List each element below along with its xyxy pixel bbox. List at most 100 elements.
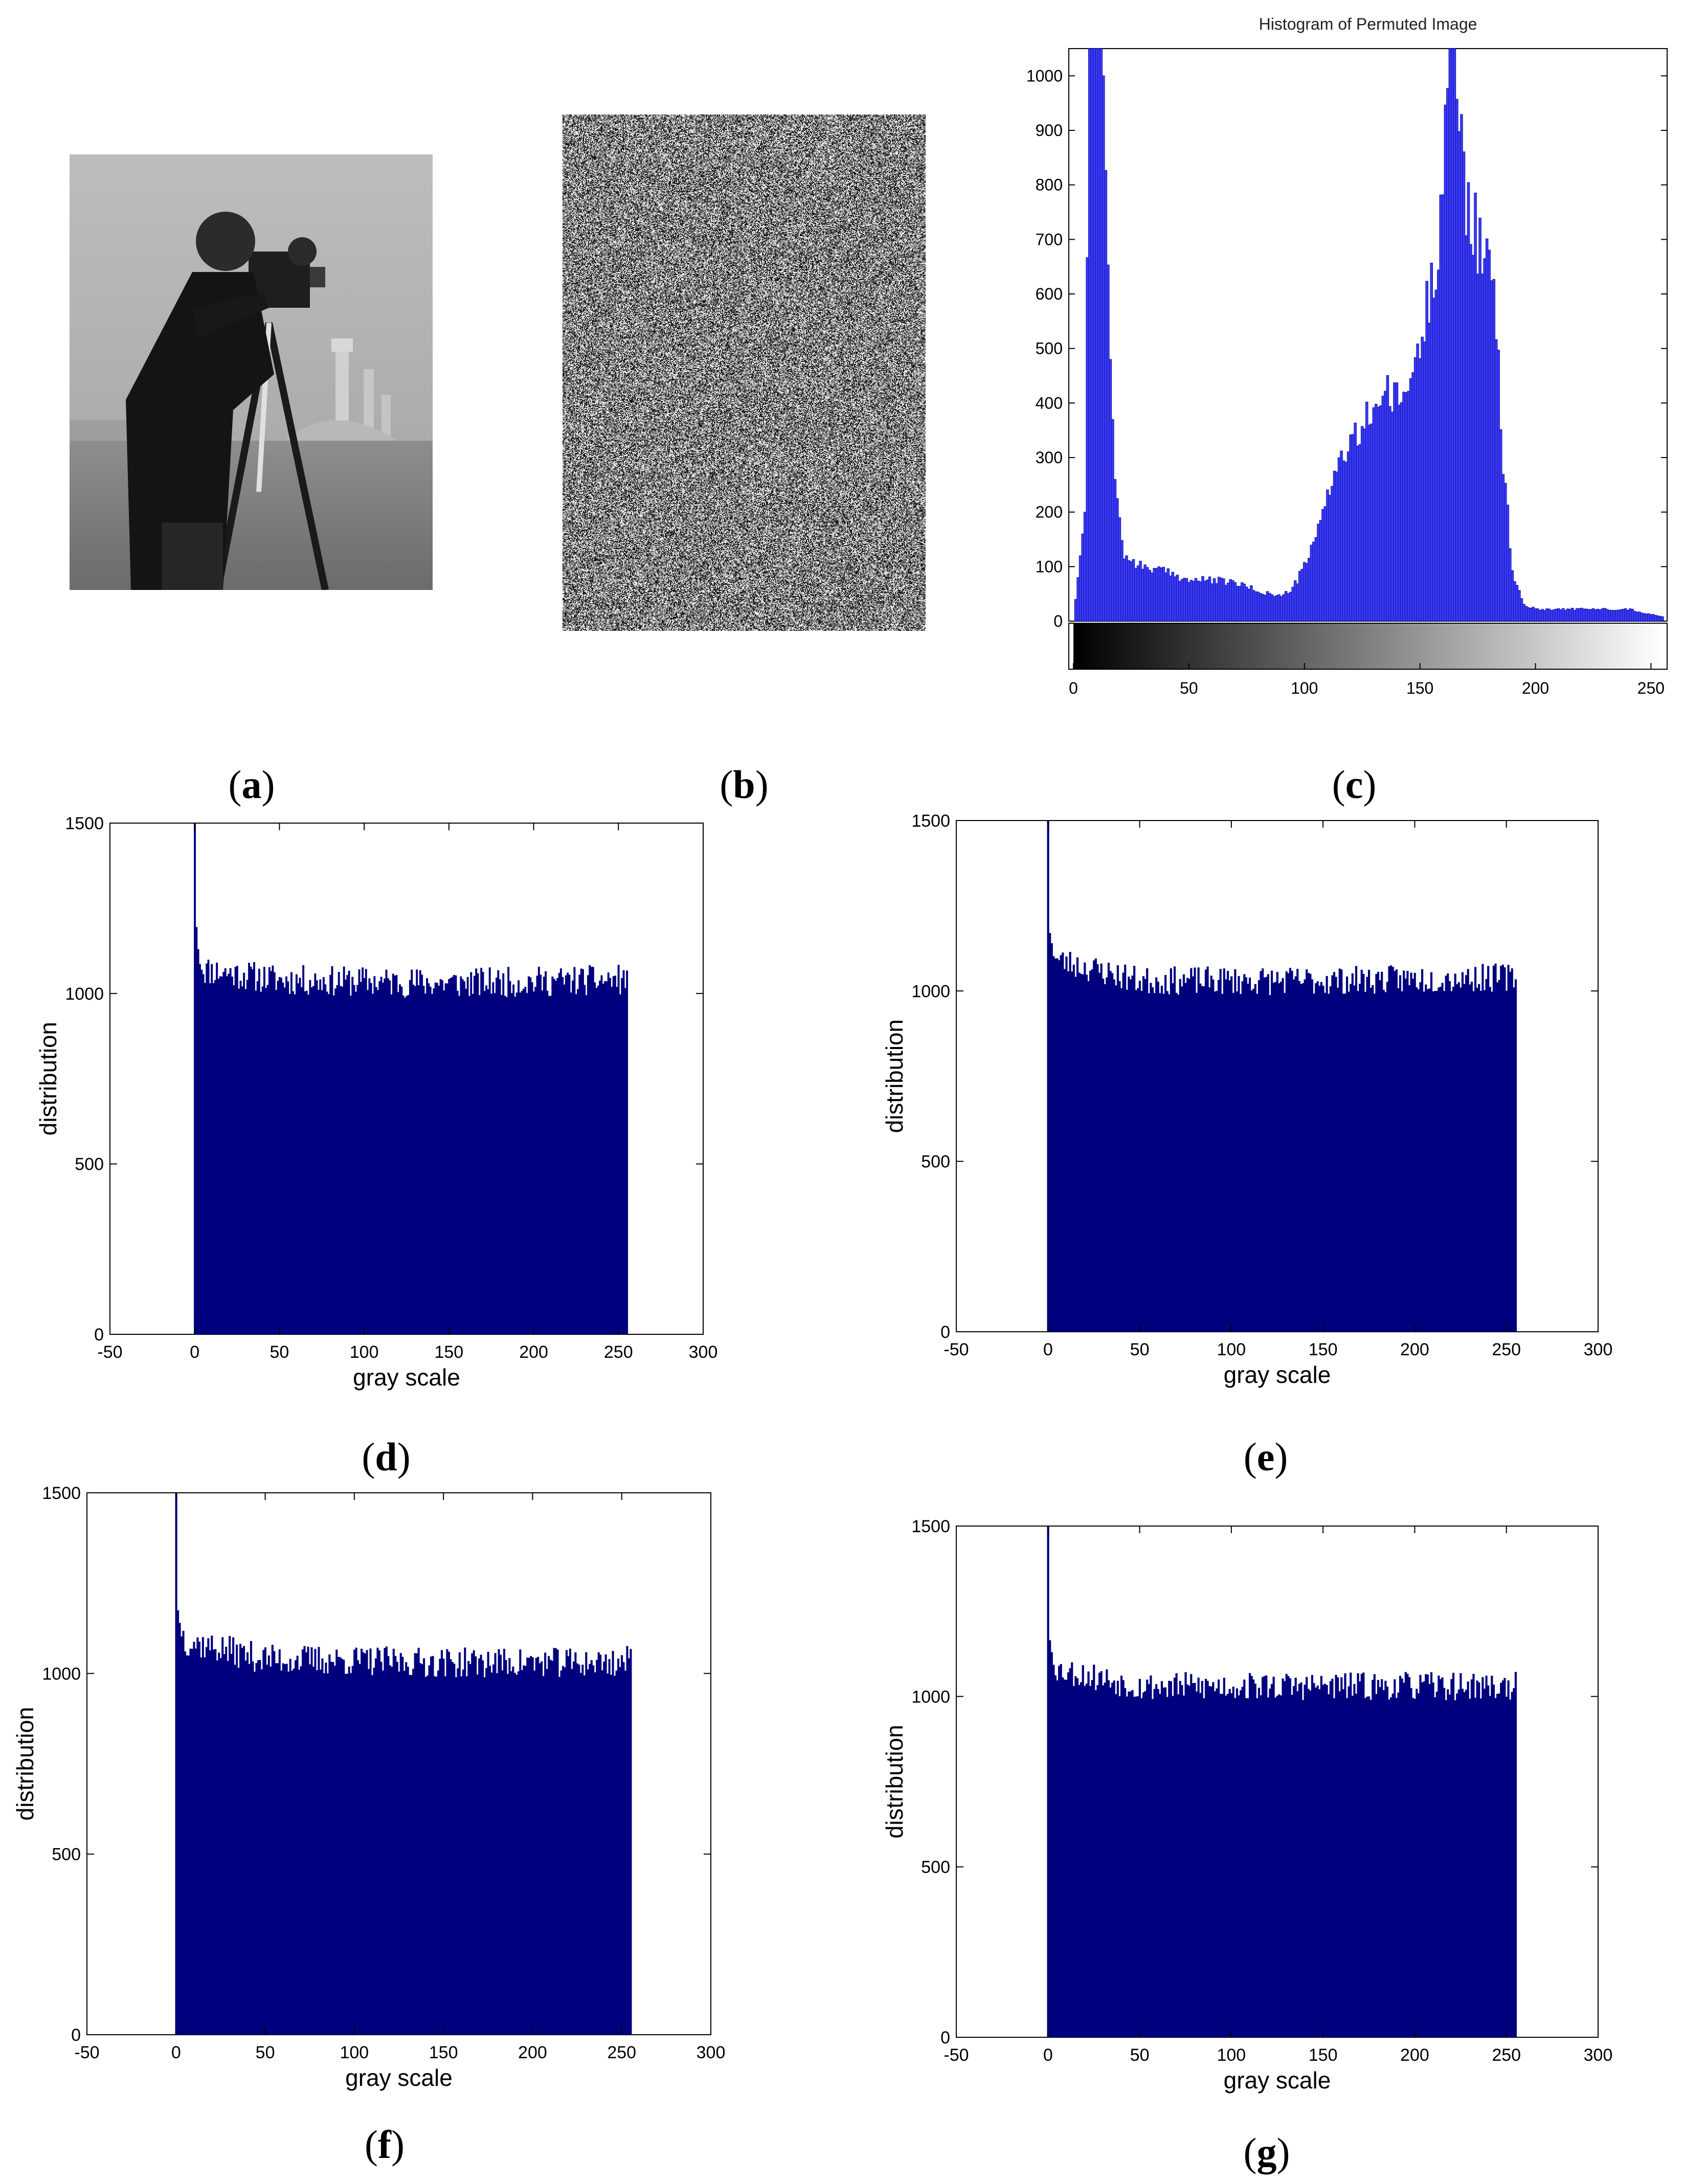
bar-158 — [1337, 987, 1339, 1332]
bar-158 — [457, 1668, 459, 2035]
bar-194 — [1403, 1682, 1405, 2037]
bar-165 — [1453, 48, 1456, 622]
bar-150 — [442, 1658, 445, 2035]
bar-22 — [214, 1649, 217, 2035]
bar-51 — [1189, 580, 1193, 622]
bar-106 — [1317, 524, 1320, 622]
bar-133 — [419, 970, 421, 1334]
caption-g: (g) — [1243, 2130, 1290, 2174]
bar-196 — [1524, 606, 1528, 622]
bar-66 — [305, 990, 308, 1334]
bar-7 — [1088, 48, 1091, 622]
xtick-label-1: 0 — [171, 2043, 181, 2062]
ytick-label-3: 1500 — [65, 814, 104, 833]
bar-2 — [1076, 577, 1080, 622]
bar-157 — [455, 1677, 457, 2035]
bar-67 — [1226, 582, 1230, 622]
bar-228 — [1465, 975, 1468, 1332]
bar-247 — [612, 976, 615, 1334]
bar-248 — [1501, 1680, 1504, 2037]
bar-81 — [319, 1669, 322, 2035]
xtick-label-5: 200 — [1400, 1340, 1429, 1359]
bar-151 — [1421, 336, 1424, 622]
bar-203 — [1419, 982, 1422, 1332]
ytick-label-6: 600 — [1036, 285, 1063, 303]
bar-122 — [400, 986, 403, 1334]
bar-238 — [1622, 609, 1625, 622]
bar-144 — [438, 986, 440, 1334]
bar-203 — [537, 966, 540, 1334]
bar-8 — [189, 1648, 192, 2035]
caption-f: (f) — [365, 2122, 405, 2167]
bar-24 — [218, 1652, 220, 2035]
bar-239 — [1485, 1675, 1488, 2037]
bar-224 — [1589, 609, 1592, 622]
bar-19 — [1082, 1665, 1084, 2037]
bar-185 — [505, 1660, 507, 2035]
bar-225 — [576, 1663, 578, 2035]
bar-113 — [1254, 984, 1256, 1332]
bar-239 — [1624, 608, 1627, 622]
bar-161 — [1342, 1689, 1344, 2037]
bar-22 — [1087, 981, 1090, 1332]
bar-99 — [362, 967, 364, 1334]
bar-230 — [1603, 608, 1606, 622]
bar-222 — [571, 1669, 573, 2035]
histogram-permuted-image: Histogram of Permuted Image 0 100 200 300 400… — [1026, 15, 1668, 697]
bar-186 — [509, 981, 511, 1334]
bar-184 — [1497, 350, 1500, 622]
bar-15 — [219, 976, 221, 1334]
bar-23 — [233, 985, 235, 1334]
bar-24 — [1091, 1680, 1093, 2037]
bar-120 — [397, 992, 399, 1334]
bar-95 — [1291, 586, 1294, 622]
bar-6 — [1058, 1666, 1061, 2037]
bar-121 — [399, 984, 401, 1334]
bar-207 — [1550, 610, 1553, 622]
bar-152 — [451, 976, 454, 1334]
bar-130 — [1285, 971, 1288, 1332]
bar-133 — [1291, 1695, 1293, 2037]
bar-231 — [585, 995, 588, 1334]
bar-237 — [595, 988, 598, 1334]
bar-116 — [1260, 1695, 1262, 2037]
bar-33 — [1107, 1680, 1110, 2037]
bar-200 — [1413, 1698, 1416, 2037]
bar-58 — [1206, 579, 1209, 622]
bar-240 — [600, 975, 603, 1334]
bar-92 — [1216, 1688, 1218, 2037]
bar-226 — [578, 1664, 580, 2035]
bar-106 — [1241, 981, 1244, 1332]
bar-162 — [1344, 1673, 1346, 2037]
bar-197 — [526, 1657, 529, 2035]
bar-44 — [268, 967, 271, 1334]
bar-246 — [1640, 612, 1644, 622]
bar-183 — [504, 995, 506, 1334]
bar-55 — [1148, 993, 1150, 1332]
bar-190 — [515, 992, 518, 1334]
caption-b: (b) — [720, 762, 769, 807]
bar-49 — [1137, 1696, 1139, 2037]
bar-187 — [1390, 1697, 1393, 2037]
permuted-noise-image — [563, 115, 926, 631]
bar-127 — [1279, 982, 1283, 1332]
bar-62 — [1160, 1681, 1163, 2037]
bar-218 — [1576, 608, 1579, 622]
bar-47 — [1133, 966, 1136, 1332]
bar-154 — [455, 975, 457, 1334]
bar-85 — [326, 1673, 329, 2035]
bar-75 — [1184, 983, 1187, 1332]
bar-44 — [1128, 1691, 1130, 2037]
bar-132 — [1289, 968, 1291, 1332]
bar-11 — [212, 983, 215, 1334]
bar-157 — [1335, 1675, 1337, 2037]
bar-47 — [1180, 579, 1184, 622]
bar-176 — [489, 1666, 491, 2035]
bar-27 — [1134, 567, 1137, 622]
bar-37 — [256, 981, 259, 1334]
bar-151 — [450, 977, 452, 1334]
bar-160 — [1340, 969, 1343, 1332]
bar-190 — [1395, 1698, 1398, 2037]
bar-0 — [1047, 1526, 1049, 2037]
bar-22 — [1087, 1671, 1090, 2037]
